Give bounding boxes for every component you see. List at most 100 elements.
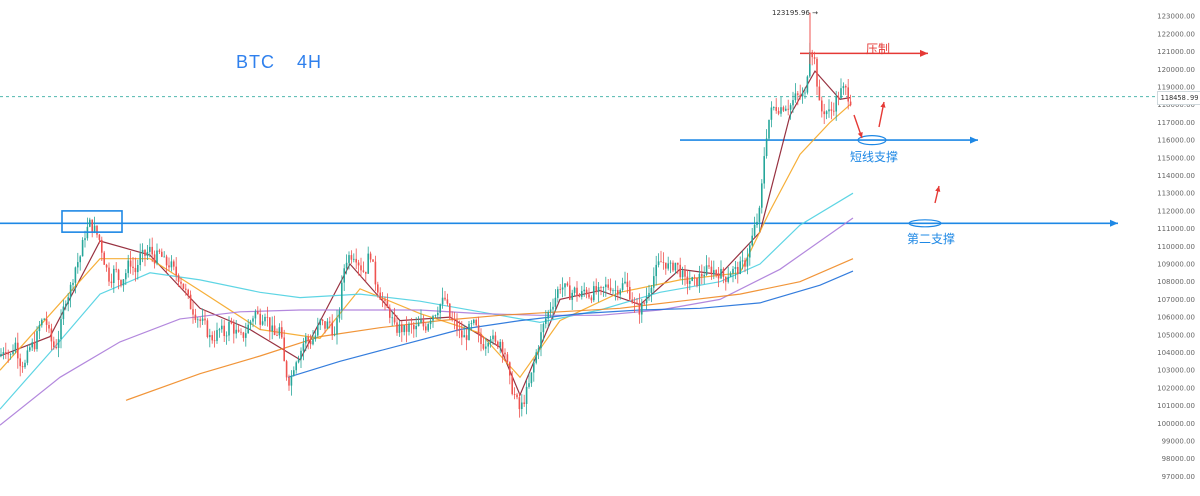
candle-body [461, 330, 463, 338]
candle-body [842, 86, 845, 89]
candle-body [425, 326, 427, 331]
candle-body [674, 262, 677, 271]
y-tick-label: 104000.00 [1157, 349, 1195, 357]
candle-body [24, 362, 26, 368]
candle-body [65, 303, 67, 307]
candle-body [633, 302, 636, 304]
candle-body [2, 352, 5, 354]
candle-body [117, 269, 120, 280]
candle-body [252, 318, 254, 322]
y-tick-label: 106000.00 [1157, 314, 1195, 322]
candle-body [326, 321, 329, 329]
candle-body [465, 335, 468, 340]
candle-body [621, 283, 624, 290]
candle-body [650, 287, 653, 293]
candle-body [595, 286, 597, 292]
candle-body [487, 343, 489, 347]
candle-body [525, 386, 528, 404]
candle-body [679, 264, 681, 278]
candle-body [209, 335, 211, 338]
candle-body [79, 256, 81, 263]
candle-body [105, 264, 108, 268]
candle-body [405, 325, 408, 332]
candle-body [703, 274, 705, 277]
candle-body [17, 342, 19, 359]
ma-line-6 [287, 270, 854, 378]
candle-body [420, 319, 422, 323]
candle-body [57, 339, 60, 348]
candle-body [542, 323, 545, 333]
candle-body [129, 260, 132, 267]
candle-body [629, 287, 631, 300]
candle-body [626, 281, 629, 287]
candle-body [290, 375, 293, 386]
candle-body [689, 280, 691, 284]
candle-body [513, 394, 516, 395]
candle-body [321, 319, 324, 321]
candle-body [662, 262, 665, 263]
candle-body [564, 283, 566, 288]
y-tick-label: 117000.00 [1157, 119, 1195, 127]
drawing-marks [61, 101, 942, 233]
candle-body [756, 221, 758, 225]
candle-body [5, 352, 7, 353]
second-support-label: 第二支撑 [907, 232, 956, 246]
candle-body [137, 265, 139, 273]
candle-body [288, 377, 290, 386]
candle-body [156, 250, 158, 264]
candle-body [297, 359, 300, 363]
candle-body [468, 323, 470, 340]
candle-body [744, 260, 746, 267]
candle-body [377, 284, 379, 293]
candle-body [624, 281, 626, 284]
candle-body [758, 207, 761, 222]
candles [0, 12, 852, 418]
candle-body [43, 318, 45, 320]
short-support-label: 短线支撑 [850, 150, 899, 164]
candle-body [199, 319, 201, 321]
candle-body [581, 291, 583, 297]
candle-body [643, 302, 645, 304]
candle-body [593, 286, 595, 301]
candle-body [353, 258, 355, 260]
candle-body [797, 93, 799, 95]
y-tick-label: 109000.00 [1157, 261, 1195, 269]
candle-body [259, 313, 261, 325]
candle-body [345, 262, 348, 269]
candle-body [770, 107, 773, 120]
candle-body [386, 300, 389, 308]
candle-body [600, 287, 602, 288]
candle-body [168, 265, 170, 268]
y-tick-label: 119000.00 [1157, 84, 1195, 92]
candle-body [686, 276, 689, 284]
candle-body [422, 319, 425, 327]
candle-body [799, 94, 801, 97]
candle-body [192, 309, 194, 315]
candle-body [578, 296, 581, 297]
candle-body [559, 289, 561, 290]
candle-body [590, 297, 593, 301]
candle-body [655, 264, 657, 277]
candle-body [787, 108, 789, 110]
candle-body [309, 341, 312, 345]
candle-body [789, 105, 792, 110]
candle-body [813, 57, 816, 59]
candle-body [329, 321, 331, 323]
candle-body [849, 101, 852, 106]
candle-body [413, 324, 415, 330]
candle-body [638, 303, 641, 315]
candle-body [552, 306, 554, 310]
candle-body [189, 294, 192, 310]
candle-body [785, 108, 787, 111]
candle-body [233, 323, 235, 334]
candle-body [31, 342, 33, 348]
candle-body [417, 322, 420, 327]
candle-body [228, 321, 230, 336]
candle-body [696, 277, 698, 286]
candle-body [533, 362, 535, 373]
candle-body [746, 257, 749, 267]
candle-body [216, 330, 218, 341]
candle-body [170, 261, 173, 268]
candle-body [194, 314, 197, 320]
candle-body [125, 273, 127, 280]
